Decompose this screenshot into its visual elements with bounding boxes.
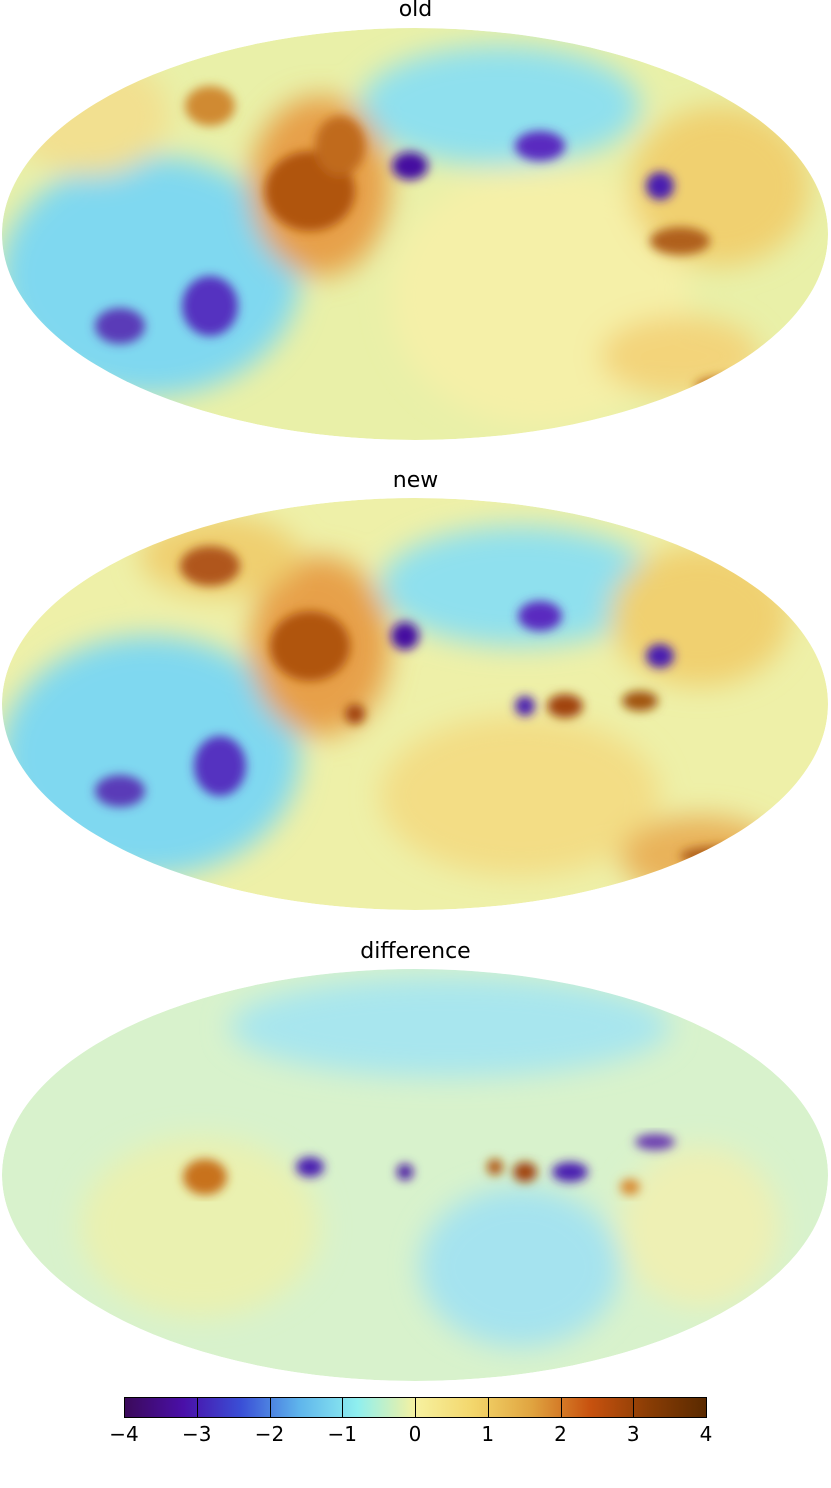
panel-title-difference: difference — [360, 939, 471, 964]
mollweide-map-difference — [2, 969, 828, 1381]
colorbar-tick — [633, 1397, 635, 1418]
colorbar-tick — [269, 1397, 271, 1418]
colorbar-tick — [706, 1397, 707, 1418]
colorbar-tick-label: 3 — [626, 1422, 640, 1446]
panel-title-old: old — [398, 0, 433, 22]
colorbar-tick-label: 0 — [408, 1422, 422, 1446]
panel-title-new: new — [392, 468, 439, 493]
colorbar-tick — [487, 1397, 489, 1418]
mollweide-map-old — [2, 28, 828, 440]
colorbar-tick-label: −1 — [327, 1422, 357, 1446]
colorbar-tick-label: −3 — [182, 1422, 212, 1446]
mollweide-map-new — [2, 498, 828, 910]
colorbar-tick — [415, 1397, 416, 1418]
colorbar-tick-label: 4 — [699, 1422, 713, 1446]
colorbar-tick — [342, 1397, 344, 1418]
colorbar-tick — [196, 1397, 198, 1418]
colorbar-tick-label: −2 — [254, 1422, 285, 1446]
colorbar-tick — [560, 1397, 562, 1418]
colorbar-tick-label: 1 — [481, 1422, 495, 1446]
colorbar-tick — [124, 1397, 125, 1418]
colorbar-tick-label: −4 — [109, 1422, 139, 1446]
colorbar-tick-label: 2 — [554, 1422, 567, 1446]
